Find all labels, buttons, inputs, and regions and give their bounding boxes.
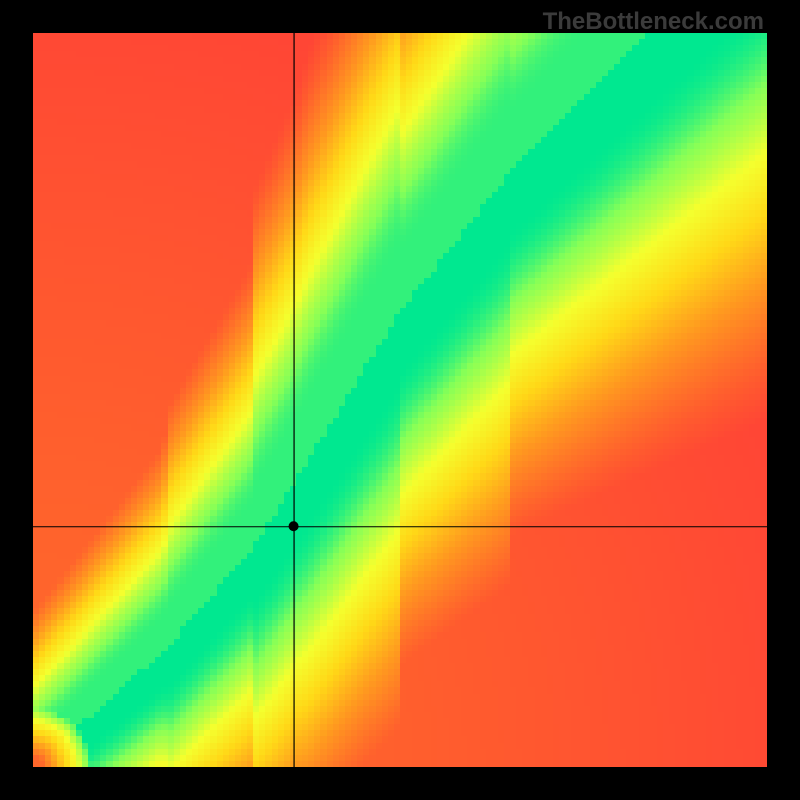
watermark-text: TheBottleneck.com — [543, 8, 764, 36]
chart-container: TheBottleneck.com — [0, 0, 800, 800]
bottleneck-heatmap — [0, 0, 800, 800]
